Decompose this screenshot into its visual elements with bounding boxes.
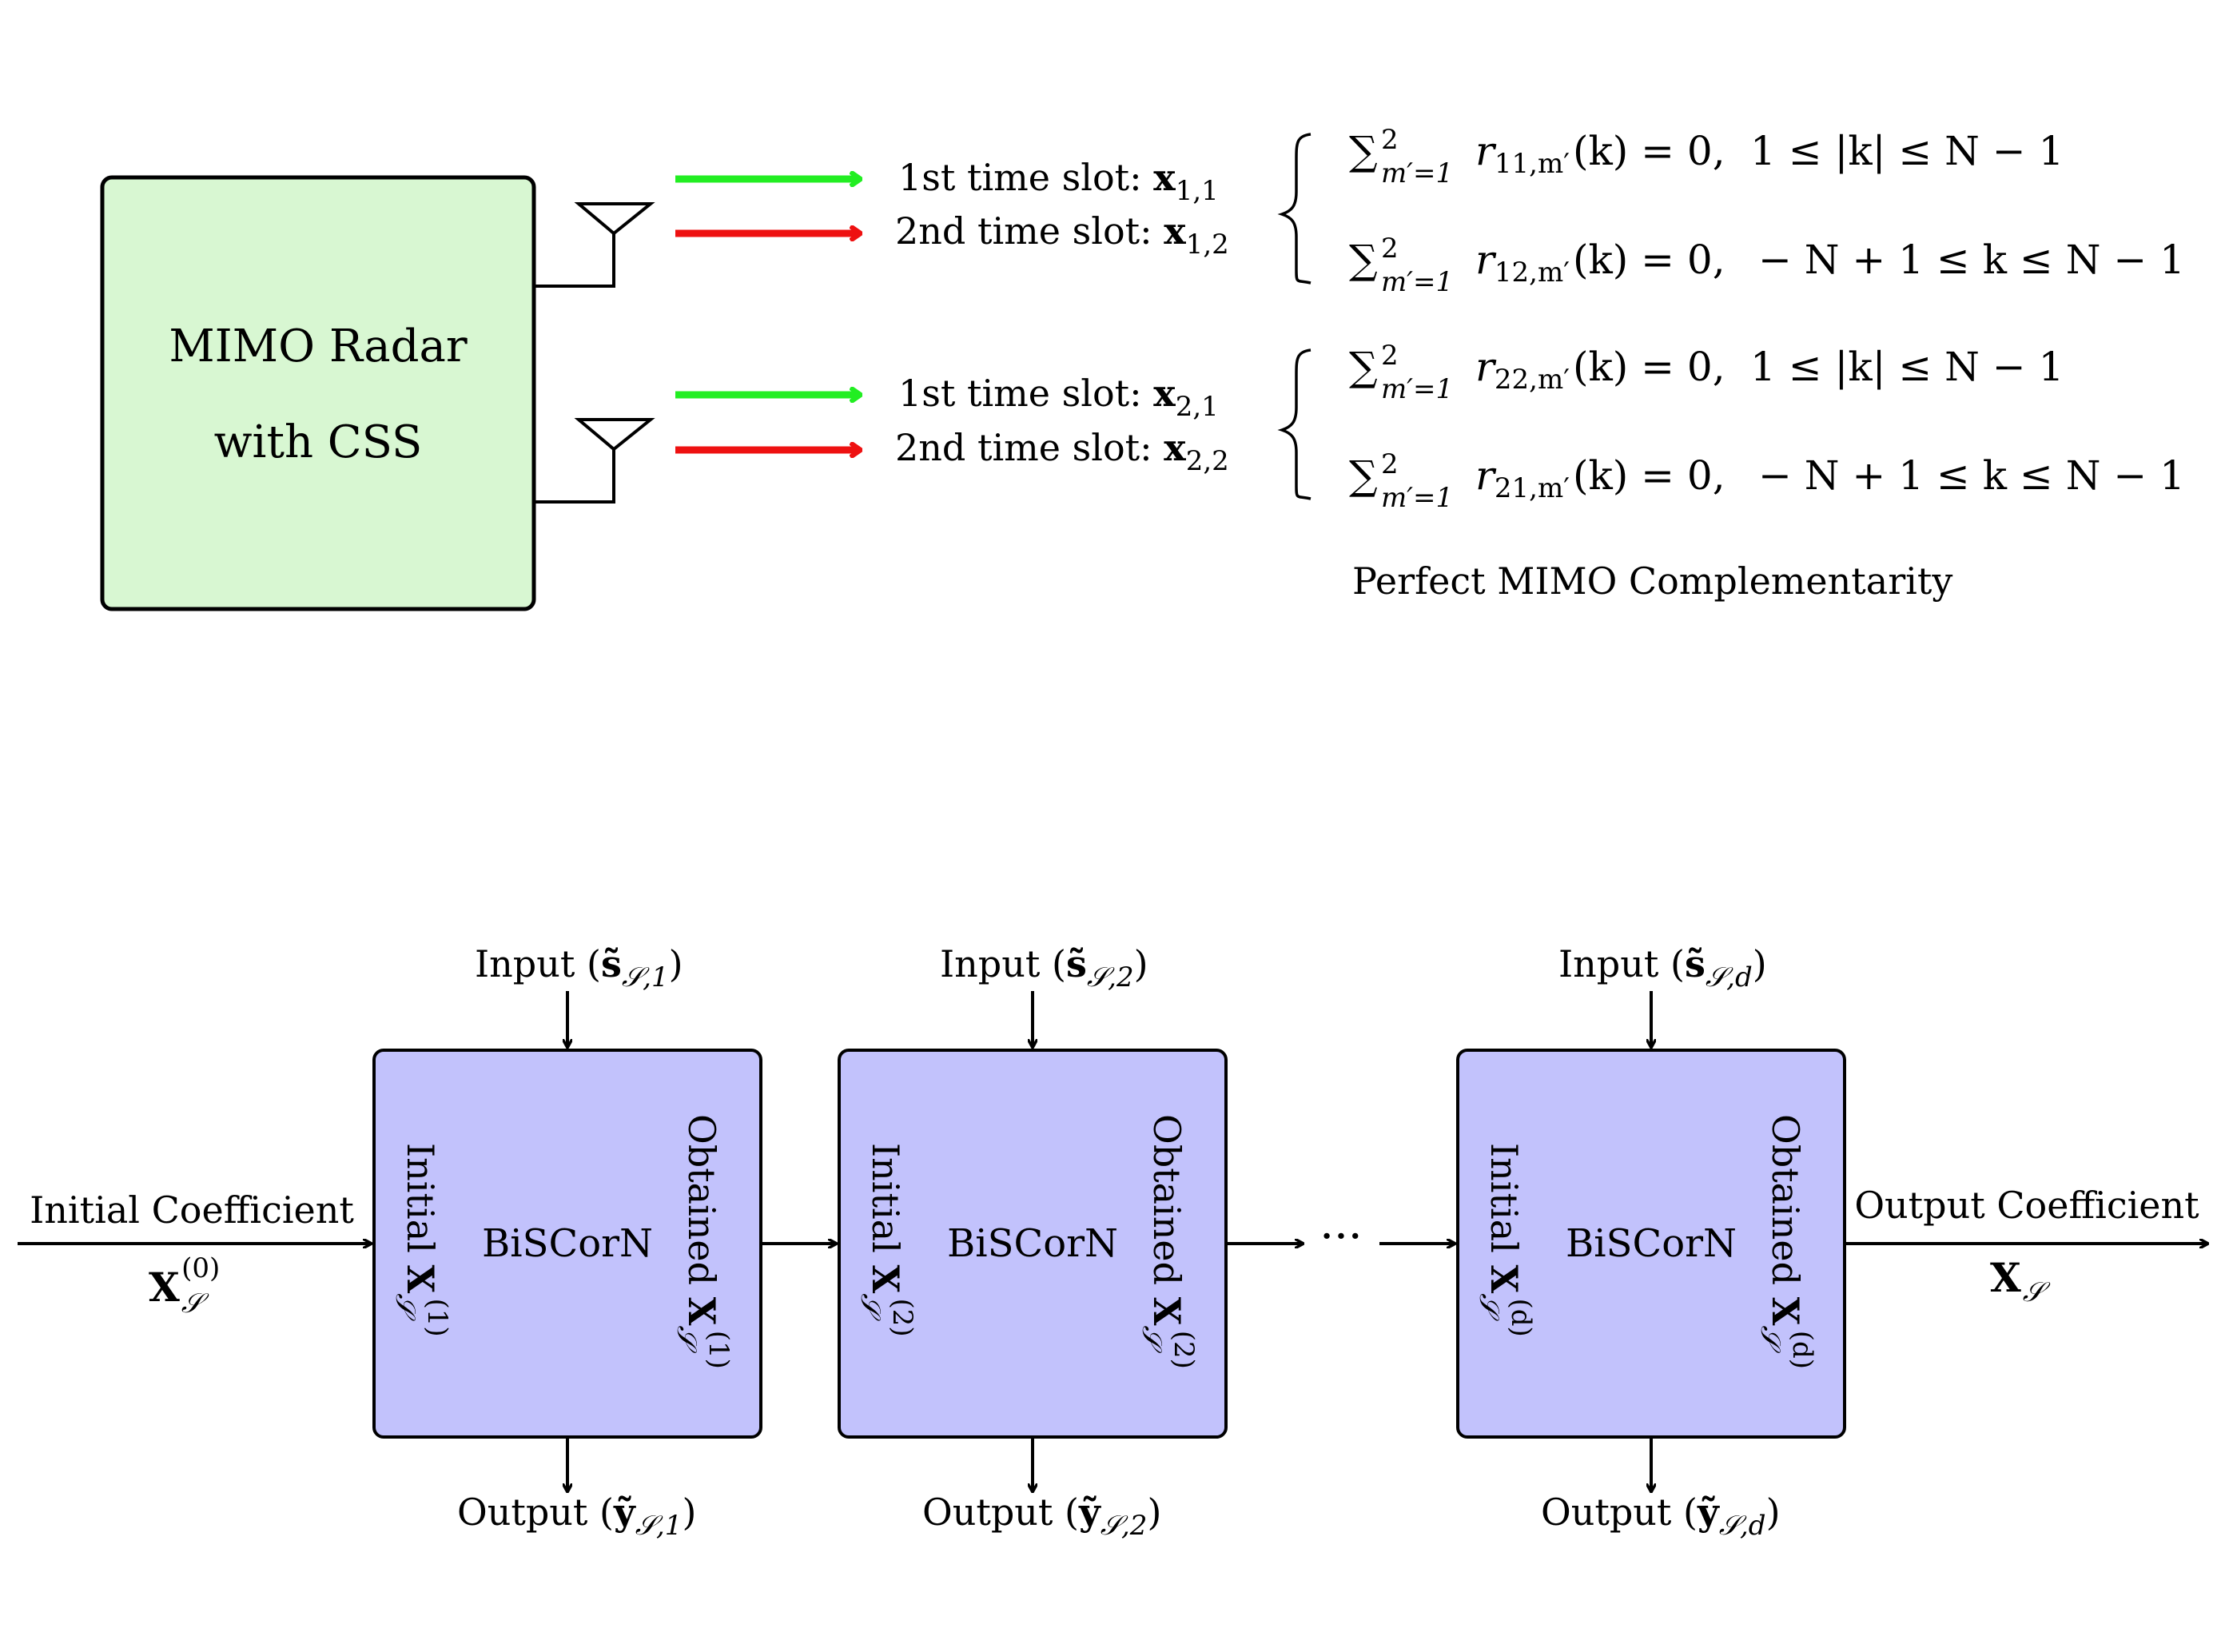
brace-antenna-1 xyxy=(1277,133,1312,285)
biscorn-block-1: BiSCorN Input (s̃𝒮,1) Output (ỹ𝒮,1) Init… xyxy=(372,942,762,1542)
antenna-2-slot1-label: 1st time slot: x2,1 xyxy=(898,372,1219,423)
svg-text:r12,m′(k) = 0,: r12,m′(k) = 0, xyxy=(1475,237,1725,289)
equations-caption: Perfect MIMO Complementarity xyxy=(1352,559,1952,603)
svg-text:2: 2 xyxy=(1381,448,1399,480)
equation-cross-1: ∑ 2 m′=1 r12,m′(k) = 0, − N + 1 ≤ k ≤ N … xyxy=(1349,233,2185,298)
biscorn-input-label-2: Input (s̃𝒮,2) xyxy=(940,942,1148,993)
biscorn-output-label-2: Output (ỹ𝒮,2) xyxy=(922,1491,1161,1542)
svg-text:1 ≤ |k| ≤ N − 1: 1 ≤ |k| ≤ N − 1 xyxy=(1750,344,2064,390)
biscorn-block-2: BiSCorN Input (s̃𝒮,2) Output (ỹ𝒮,2) Init… xyxy=(838,942,1228,1542)
initial-coefficient-label: Initial Coefficient xyxy=(30,1188,354,1232)
svg-text:− N + 1 ≤ k ≤ N − 1: − N + 1 ≤ k ≤ N − 1 xyxy=(1758,237,2185,283)
svg-text:m′=1: m′=1 xyxy=(1381,157,1453,189)
svg-text:2: 2 xyxy=(1381,124,1399,156)
antenna-2-slot2-label: 2nd time slot: x2,2 xyxy=(895,426,1229,477)
svg-text:r22,m′(k) = 0,: r22,m′(k) = 0, xyxy=(1475,344,1725,396)
antenna-1-slot2-label: 2nd time slot: x1,2 xyxy=(895,209,1229,261)
equation-auto-2: ∑ 2 m′=1 r22,m′(k) = 0, 1 ≤ |k| ≤ N − 1 xyxy=(1349,340,2064,405)
radar-title-line1: MIMO Radar xyxy=(169,320,468,372)
equation-cross-2: ∑ 2 m′=1 r21,m′(k) = 0, − N + 1 ≤ k ≤ N … xyxy=(1349,448,2185,514)
svg-text:− N + 1 ≤ k ≤ N − 1: − N + 1 ≤ k ≤ N − 1 xyxy=(1758,452,2185,499)
biscorn-title-1: BiSCorN xyxy=(482,1221,653,1266)
antenna-1-icon xyxy=(534,202,655,288)
biscorn-obtained-label-2: Obtained X𝒮(2) xyxy=(1136,1114,1200,1369)
biscorn-input-label-1: Input (s̃𝒮,1) xyxy=(475,942,683,993)
initial-coefficient-symbol: X𝒮(0) xyxy=(149,1252,220,1320)
svg-text:∑: ∑ xyxy=(1349,237,1378,283)
biscorn-input-label-d: Input (s̃𝒮,d) xyxy=(1558,942,1767,993)
antenna-2-icon xyxy=(534,418,655,504)
biscorn-output-label-1: Output (ỹ𝒮,1) xyxy=(457,1491,696,1542)
output-coefficient-symbol: X𝒮 xyxy=(1990,1254,2051,1308)
svg-text:∑: ∑ xyxy=(1349,128,1378,174)
biscorn-initial-label-1: Initial X𝒮(1) xyxy=(389,1143,453,1337)
svg-text:m′=1: m′=1 xyxy=(1381,373,1453,405)
svg-text:2: 2 xyxy=(1381,340,1399,372)
pipeline-ellipsis: ··· xyxy=(1319,1211,1362,1263)
biscorn-title-d: BiSCorN xyxy=(1566,1221,1737,1266)
biscorn-pipeline: Initial Coefficient X𝒮(0) BiSCorN Input … xyxy=(18,942,2207,1542)
biscorn-block-d: BiSCorN Input (s̃𝒮,d) Output (ỹ𝒮,d) Init… xyxy=(1456,942,1846,1542)
biscorn-output-label-d: Output (ỹ𝒮,d) xyxy=(1541,1491,1781,1542)
svg-text:r11,m′(k) = 0,: r11,m′(k) = 0, xyxy=(1475,128,1725,180)
svg-text:m′=1: m′=1 xyxy=(1381,266,1453,298)
svg-text:m′=1: m′=1 xyxy=(1381,482,1453,514)
svg-text:∑: ∑ xyxy=(1349,344,1378,390)
svg-text:1 ≤ |k| ≤ N − 1: 1 ≤ |k| ≤ N − 1 xyxy=(1750,128,2064,174)
antenna-1-slot1-label: 1st time slot: x1,1 xyxy=(898,156,1219,207)
brace-antenna-2 xyxy=(1277,348,1312,500)
biscorn-title-2: BiSCorN xyxy=(947,1221,1118,1266)
biscorn-initial-label-d: Initial X𝒮(d) xyxy=(1473,1143,1537,1337)
radar-title-line2: with CSS xyxy=(214,416,423,468)
mimo-radar-section: MIMO Radar with CSS 1st time slot: x1,1 … xyxy=(100,124,2185,611)
svg-text:r21,m′(k) = 0,: r21,m′(k) = 0, xyxy=(1475,452,1725,504)
svg-text:2: 2 xyxy=(1381,233,1399,265)
output-coefficient-label: Output Coefficient xyxy=(1854,1184,2199,1227)
equation-auto-1: ∑ 2 m′=1 r11,m′(k) = 0, 1 ≤ |k| ≤ N − 1 xyxy=(1349,124,2064,189)
radar-box xyxy=(100,175,536,611)
svg-text:∑: ∑ xyxy=(1349,452,1378,499)
